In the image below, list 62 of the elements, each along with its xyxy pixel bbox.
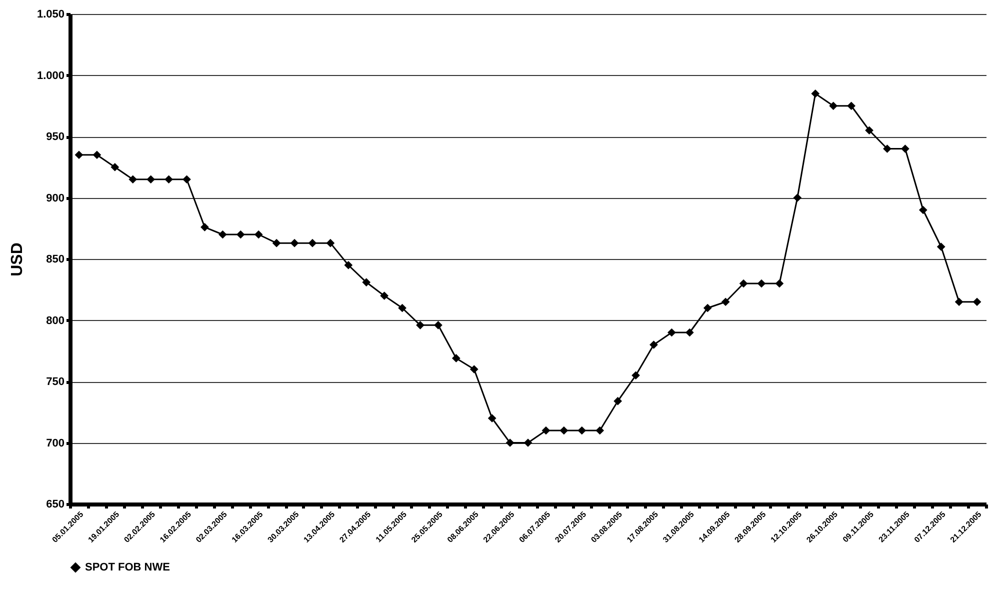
point: [470, 365, 478, 374]
point: [883, 144, 892, 153]
point: [560, 426, 568, 435]
point: [434, 320, 442, 330]
point: [972, 298, 982, 306]
point: [739, 279, 748, 288]
point: [954, 298, 964, 306]
point: [272, 238, 281, 248]
point: [416, 320, 424, 330]
point: [614, 396, 622, 406]
point: [236, 230, 245, 239]
point: [308, 238, 317, 248]
point: [847, 102, 856, 110]
point: [578, 426, 586, 435]
point: [811, 89, 820, 98]
point: [757, 279, 766, 288]
point: [632, 371, 640, 380]
point: [326, 238, 335, 248]
point: [74, 150, 84, 160]
point: [506, 438, 514, 447]
point: [182, 175, 191, 184]
point: [721, 298, 730, 306]
point: [92, 150, 102, 160]
point: [344, 260, 353, 270]
point: [218, 230, 227, 239]
point: [164, 175, 173, 184]
point: [254, 230, 263, 239]
point: [398, 304, 406, 312]
point: [488, 414, 496, 422]
y-tick-label: 900: [46, 192, 64, 204]
legend-label: SPOT FOB NWE: [85, 562, 170, 574]
y-tick-label: 750: [46, 376, 64, 388]
point: [900, 144, 910, 153]
point: [110, 162, 120, 172]
y-tick-label: 850: [46, 254, 64, 266]
y-tick-label: 1.000: [36, 70, 64, 82]
point: [380, 292, 388, 300]
point: [200, 222, 209, 232]
point: [703, 304, 712, 312]
point: [362, 278, 371, 286]
y-tick-label: 1.050: [36, 8, 64, 20]
point: [829, 102, 838, 110]
point: [865, 126, 874, 135]
point: [524, 438, 532, 447]
point: [650, 340, 658, 349]
point: [793, 194, 802, 202]
point: [936, 242, 946, 251]
y-axis-title: USD: [8, 242, 26, 276]
point: [452, 354, 460, 362]
point: [596, 426, 604, 435]
y-tick-label: 800: [46, 314, 64, 327]
point: [775, 279, 784, 288]
y-tick-label: 650: [46, 498, 64, 510]
point: [542, 426, 550, 435]
point: [668, 328, 676, 337]
point: [128, 175, 138, 184]
point: [918, 206, 928, 214]
point: [685, 328, 694, 337]
y-tick-label: 950: [46, 131, 64, 143]
y-tick-label: 700: [46, 437, 64, 450]
point: [146, 175, 156, 184]
point: [290, 238, 299, 248]
